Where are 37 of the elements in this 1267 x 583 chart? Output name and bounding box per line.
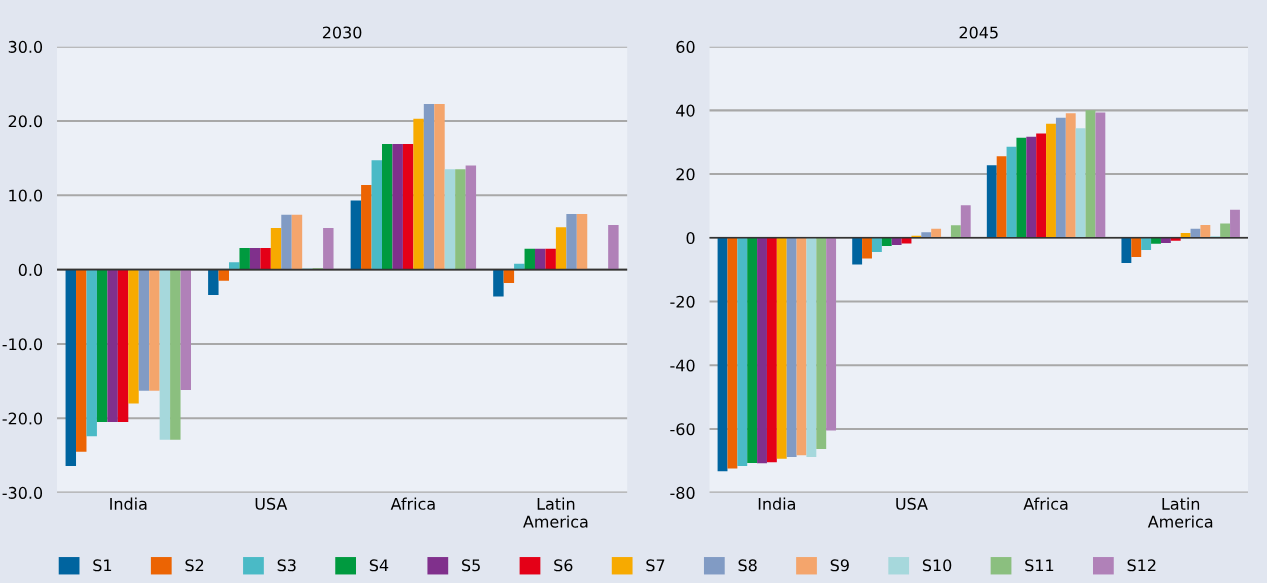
x-tick-label: USA xyxy=(255,497,288,510)
legend-label: S2 xyxy=(185,559,204,572)
y-tick-label: 30.0 xyxy=(8,40,43,53)
y-tick-label: -80 xyxy=(670,486,695,499)
y-tick-label: 60 xyxy=(676,40,695,53)
legend-label: S9 xyxy=(830,559,849,572)
x-tick-label: USA xyxy=(896,497,928,510)
x-tick-label: India xyxy=(758,497,795,510)
y-tick-label: 0 xyxy=(686,231,695,245)
legend-label: S10 xyxy=(922,559,952,572)
legend-label: S7 xyxy=(646,559,665,572)
legend-label: S1 xyxy=(93,559,112,572)
legend-label: S8 xyxy=(738,559,757,572)
chart-title: 2030 xyxy=(322,26,362,39)
y-tick-label: -10.0 xyxy=(2,338,43,351)
chart-title: 2045 xyxy=(959,26,998,39)
legend-label: S5 xyxy=(462,559,480,572)
y-tick-label: 20.0 xyxy=(8,115,43,128)
legend-label: S12 xyxy=(1127,559,1156,572)
y-tick-label: -20.0 xyxy=(2,412,43,425)
y-tick-label: -60 xyxy=(670,423,695,436)
y-tick-label: 0.0 xyxy=(18,263,43,276)
x-tick-label: India xyxy=(110,497,147,510)
legend-label: S11 xyxy=(1025,559,1054,572)
x-tick-label: Latin America xyxy=(1147,497,1213,528)
y-tick-label: 20 xyxy=(676,168,695,181)
y-tick-label: -30.0 xyxy=(2,486,43,499)
legend-label: S3 xyxy=(277,559,296,572)
y-tick-label: 10.0 xyxy=(9,189,43,202)
y-tick-label: -40 xyxy=(670,359,695,372)
legend-label: S6 xyxy=(554,559,573,572)
x-tick-label: Africa xyxy=(1023,497,1068,510)
legend-label: S4 xyxy=(369,559,389,572)
x-tick-label: Latin America xyxy=(523,497,588,528)
y-tick-label: 40 xyxy=(676,104,695,117)
y-tick-label: -20 xyxy=(670,295,695,308)
x-tick-label: Africa xyxy=(390,497,435,510)
